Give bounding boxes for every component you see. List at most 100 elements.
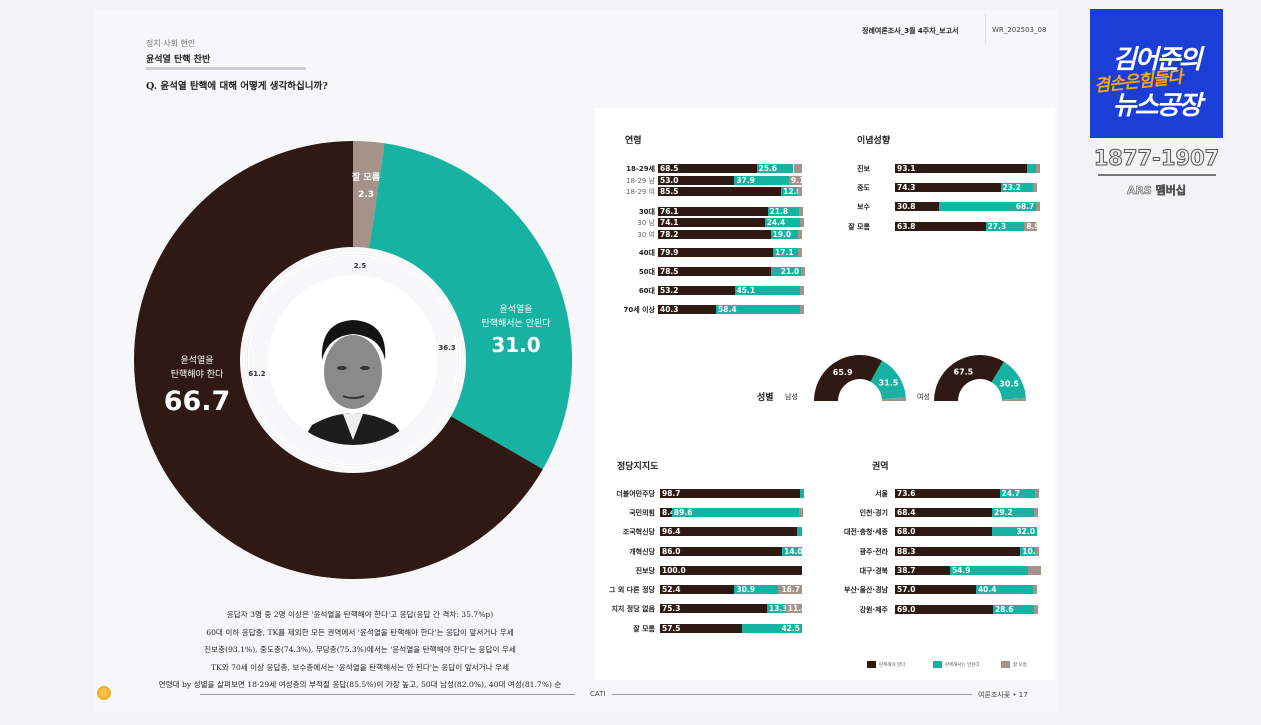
bar-segment: 40.4: [975, 585, 1034, 594]
bar-segment: [800, 305, 805, 314]
bar-category-label: 30 여: [637, 231, 655, 239]
bar-segment: [798, 187, 803, 196]
gender-slice: [934, 355, 1005, 401]
bar-category-label: 대구·경북: [859, 567, 888, 575]
bar-segment: 17.1: [773, 248, 798, 257]
bar-segment: 75.3: [660, 604, 767, 613]
bar-segment: 78.2: [658, 230, 771, 239]
bar-segment: [799, 508, 804, 517]
bar-category-label: 더불어민주당: [616, 490, 655, 498]
bar-segment: 68.0: [895, 527, 992, 536]
bar-segment: 58.4: [716, 305, 801, 314]
bar-segment: 38.7: [895, 566, 950, 575]
bar-segment: 69.0: [895, 605, 993, 614]
bar-segment: 86.0: [660, 547, 783, 556]
footer-method: CATI: [590, 690, 606, 698]
bar-segment: 32.0: [991, 527, 1037, 536]
bar-category-label: 지지 정당 없음: [611, 605, 655, 613]
bar-category-label: 18-29 남: [625, 177, 655, 185]
bar-segment: 37.9: [734, 176, 789, 185]
bar-segment: 100.0: [660, 566, 802, 575]
news-factory-logo: 김어준의 뉴스공장 겸손은힘들다: [1090, 9, 1223, 138]
bar-segment: 19.0: [770, 230, 798, 239]
gender-value-label: 67.5: [954, 367, 974, 376]
bar-segment: [1036, 164, 1041, 173]
bar-segment: [796, 527, 802, 536]
footer-divider: [200, 694, 575, 695]
bar-segment: 93.1: [895, 164, 1028, 173]
bar-segment: 98.7: [660, 489, 801, 498]
phone-underline: [1098, 174, 1216, 176]
bar-segment: 27.3: [985, 222, 1025, 231]
footer-divider: [612, 694, 972, 695]
age-chart-title: 연령: [625, 136, 642, 146]
bar-segment: [1033, 605, 1038, 614]
region-chart-title: 권역: [872, 462, 889, 472]
bar-segment: 24.7: [999, 489, 1035, 498]
label-oppose-value: 31.0: [491, 333, 540, 357]
bar-category-label: 50대: [638, 268, 655, 276]
prev-impeach-value: 61.2: [248, 370, 265, 378]
report-code: WR_202503_08: [992, 26, 1047, 34]
bar-segment: 21.0: [771, 267, 802, 276]
ideology-chart-title: 이념성향: [857, 136, 891, 146]
bar-segment: 74.1: [658, 218, 765, 227]
title-underline: [146, 67, 306, 70]
summary-text: 응답자 3명 중 2명 이상은 '윤석열을 탄핵해야 한다'고 응답(응답 간 …: [140, 606, 580, 694]
bar-segment: 78.5: [658, 267, 772, 276]
bar-segment: [797, 248, 802, 257]
label-oppose-name: 윤석열을: [499, 304, 532, 315]
bar-segment: [1027, 164, 1037, 173]
legend-impeach: 탄핵해야 한다: [879, 663, 906, 668]
summary-line: 진보층(93.1%), 중도층(74.3%), 무당층(75.3%)에서는 '윤…: [204, 645, 516, 654]
page-number: 여론조사꽃 • 17: [978, 691, 1028, 699]
bar-segment: 8.9: [1024, 222, 1037, 231]
gender-slice: [870, 360, 906, 400]
bar-segment: 24.4: [764, 218, 800, 227]
bar-category-label: 서울: [875, 490, 888, 498]
bar-segment: 11.4: [785, 604, 802, 613]
bar-segment: 52.4: [660, 585, 735, 594]
report-name: 정례여론조사_3월 4주차_보고서: [862, 27, 959, 35]
bar-segment: 9.1: [788, 176, 802, 185]
bar-segment: 53.0: [658, 176, 735, 185]
bar-segment: 76.1: [658, 207, 768, 216]
bar-category-label: 30대: [638, 208, 655, 216]
bar-category-label: 70세 이상: [623, 306, 656, 314]
bar-category-label: 잘 모름: [633, 625, 655, 633]
bar-segment: 40.3: [658, 305, 717, 314]
bar-category-label: 40대: [638, 249, 655, 257]
label-impeach-value: 66.7: [164, 386, 231, 417]
section-label: 정치·사회 현안: [146, 39, 196, 48]
bar-segment: 74.3: [895, 183, 1001, 192]
bar-segment: 57.0: [895, 585, 976, 594]
bar-segment: [1034, 489, 1039, 498]
bar-category-label: 강원·제주: [859, 606, 888, 614]
logo-line-1: 김어준의: [1112, 45, 1203, 75]
gender-value-label: 31.5: [879, 378, 899, 387]
bar-category-label: 보수: [857, 203, 870, 211]
bar-segment: [1036, 202, 1041, 211]
bar-segment: 29.2: [992, 508, 1034, 517]
label-unknown-value: 2.3: [358, 190, 374, 200]
bar-segment: 8.4: [660, 508, 672, 517]
bar-segment: 12.0: [781, 187, 799, 196]
summary-line: 60대 이하 응답층, TK를 제외한 모든 권역에서 '윤석열을 탄핵해야 한…: [206, 627, 514, 637]
bar-category-label: 60대: [638, 287, 655, 295]
bar-segment: 16.7: [778, 585, 802, 594]
header-divider: [985, 14, 986, 44]
bar-segment: 85.5: [658, 187, 782, 196]
bar-segment: 53.2: [658, 286, 735, 295]
legend-unknown-swatch: [1001, 661, 1010, 668]
brand-flower-icon: [97, 686, 111, 700]
gender-slice: [814, 355, 883, 401]
phone-number: 1877-1907: [1093, 146, 1220, 171]
bar-segment: 30.9: [734, 585, 779, 594]
bar-category-label: 18-29세: [626, 165, 655, 173]
bar-category-label: 인천·경기: [859, 509, 888, 517]
gender-chart-title: 성별: [757, 393, 774, 403]
bar-segment: [1027, 566, 1037, 575]
bar-segment: [799, 286, 804, 295]
prev-unknown-value: 2.5: [354, 262, 367, 270]
